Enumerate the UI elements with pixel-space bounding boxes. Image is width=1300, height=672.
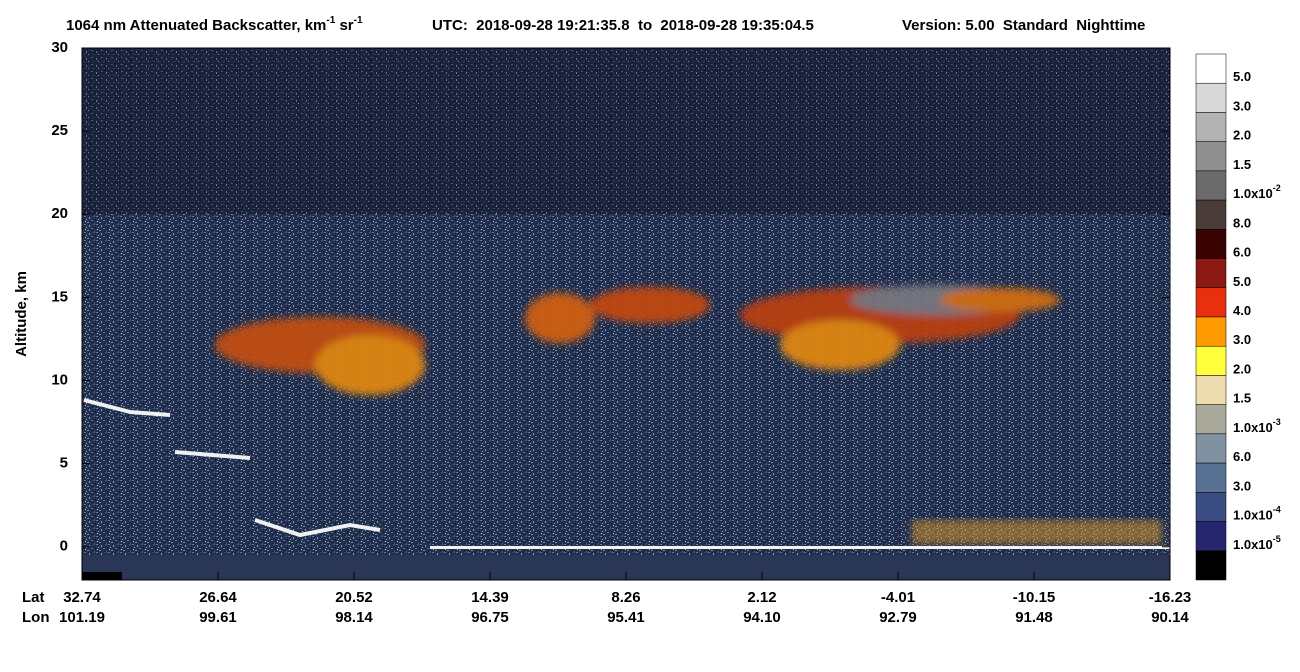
colorbar-label-exponent: -2 (1273, 183, 1281, 193)
lon-label: 95.41 (607, 609, 645, 626)
colorbar-label: 3.0 (1233, 333, 1251, 348)
lat-label: 8.26 (611, 589, 640, 606)
lon-label: 98.14 (335, 609, 373, 626)
colorbar-label-exponent: -5 (1273, 534, 1281, 544)
colorbar-label-text: 1.0x10 (1233, 420, 1273, 435)
colorbar-label-text: 3.0 (1233, 479, 1251, 494)
colorbar-label-text: 1.0x10 (1233, 187, 1273, 202)
title-superscript: -1 (326, 15, 335, 26)
y-tick-label: 15 (51, 288, 68, 305)
colorbar-swatch (1195, 492, 1227, 522)
lon-label: 90.14 (1151, 609, 1189, 626)
lon-label: 91.48 (1015, 609, 1053, 626)
y-tick-label: 0 (60, 538, 68, 555)
y-tick-label: 25 (51, 122, 68, 139)
lon-label: 92.79 (879, 609, 917, 626)
colorbar: 5.03.02.01.51.0x10-28.06.05.04.03.02.01.… (1195, 53, 1281, 581)
y-tick-label: 5 (60, 455, 68, 472)
colorbar-swatch (1195, 141, 1227, 172)
colorbar-label-exponent: -4 (1273, 505, 1281, 515)
x-row-label: Lon (22, 609, 50, 626)
y-tick-label: 20 (51, 205, 68, 222)
lat-label: -10.15 (1013, 589, 1056, 606)
lat-label: 2.12 (747, 589, 776, 606)
colorbar-swatch (1195, 53, 1227, 84)
lon-label: 99.61 (199, 609, 237, 626)
colorbar-label-exponent: -3 (1273, 417, 1281, 427)
colorbar-label-text: 1.0x10 (1233, 508, 1273, 523)
lon-label: 101.19 (59, 609, 105, 626)
colorbar-swatch (1195, 345, 1227, 376)
plot-area (81, 47, 1171, 581)
colorbar-label-text: 4.0 (1233, 303, 1251, 318)
colorbar-swatch (1195, 433, 1227, 464)
y-axis-label: Altitude, km (13, 271, 30, 357)
colorbar-label-text: 3.0 (1233, 333, 1251, 348)
colorbar-label: 4.0 (1233, 303, 1251, 318)
lat-label: -16.23 (1149, 589, 1192, 606)
colorbar-swatch (1195, 404, 1227, 435)
colorbar-label: 1.0x10-4 (1233, 505, 1281, 523)
colorbar-swatch (1195, 258, 1227, 289)
title-superscript: -1 (354, 15, 363, 26)
colorbar-swatch (1195, 316, 1227, 347)
lat-label: 14.39 (471, 589, 509, 606)
colorbar-label: 2.0 (1233, 128, 1251, 143)
lon-label: 96.75 (471, 609, 509, 626)
colorbar-label-text: 2.0 (1233, 362, 1251, 377)
lon-label: 94.10 (743, 609, 781, 626)
version: Version: 5.00 Standard Nighttime (902, 17, 1145, 34)
colorbar-label: 1.5 (1233, 391, 1251, 406)
colorbar-swatch (1195, 521, 1227, 552)
lat-label: 32.74 (63, 589, 101, 606)
colorbar-label: 3.0 (1233, 479, 1251, 494)
colorbar-label: 1.0x10-5 (1233, 534, 1281, 552)
colorbar-label-text: 6.0 (1233, 450, 1251, 465)
utc-range: UTC: 2018-09-28 19:21:35.8 to 2018-09-28… (432, 17, 814, 34)
colorbar-label-text: 6.0 (1233, 245, 1251, 260)
title-text: sr (335, 17, 354, 34)
colorbar-label-text: 1.5 (1233, 157, 1251, 172)
colorbar-label: 1.0x10-3 (1233, 417, 1281, 435)
colorbar-swatch (1195, 462, 1227, 493)
y-tick-label: 30 (51, 39, 68, 56)
colorbar-label: 5.0 (1233, 70, 1251, 85)
colorbar-label: 8.0 (1233, 216, 1251, 231)
colorbar-label: 2.0 (1233, 362, 1251, 377)
chart-title: 1064 nm Attenuated Backscatter, km-1 sr-… (66, 15, 363, 34)
colorbar-label: 3.0 (1233, 99, 1251, 114)
x-row-label: Lat (22, 589, 45, 606)
colorbar-label-text: 1.5 (1233, 391, 1251, 406)
colorbar-label-text: 5.0 (1233, 274, 1251, 289)
colorbar-label: 6.0 (1233, 450, 1251, 465)
colorbar-label-text: 8.0 (1233, 216, 1251, 231)
colorbar-swatch (1195, 550, 1227, 581)
colorbar-label: 6.0 (1233, 245, 1251, 260)
colorbar-label: 1.5 (1233, 157, 1251, 172)
colorbar-label-text: 1.0x10 (1233, 537, 1273, 552)
colorbar-swatch (1195, 82, 1227, 113)
colorbar-label: 1.0x10-2 (1233, 183, 1281, 201)
title-text: 1064 nm Attenuated Backscatter, km (66, 17, 326, 34)
colorbar-swatch (1195, 229, 1227, 259)
colorbar-swatch (1195, 112, 1227, 142)
colorbar-swatch (1195, 375, 1227, 405)
colorbar-swatch (1195, 170, 1227, 201)
colorbar-label-text: 5.0 (1233, 70, 1251, 85)
colorbar-swatch (1195, 287, 1227, 318)
lat-label: 20.52 (335, 589, 373, 606)
colorbar-label: 5.0 (1233, 274, 1251, 289)
colorbar-label-text: 3.0 (1233, 99, 1251, 114)
colorbar-label-text: 2.0 (1233, 128, 1251, 143)
y-tick-label: 10 (51, 371, 68, 388)
lat-label: -4.01 (881, 589, 915, 606)
lat-label: 26.64 (199, 589, 237, 606)
colorbar-swatch (1195, 199, 1227, 230)
